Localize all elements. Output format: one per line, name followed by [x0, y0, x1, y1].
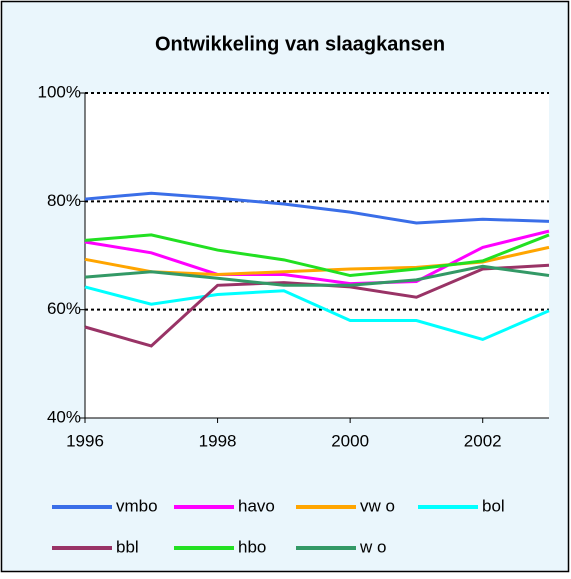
x-tick-label: 2002: [464, 431, 502, 450]
series-line: [84, 191, 550, 225]
plot-area: [85, 93, 549, 418]
legend-label: havo: [238, 496, 275, 515]
x-tick-label: 2000: [331, 431, 369, 450]
legend-label: bol: [482, 496, 505, 515]
series-line: [84, 264, 550, 287]
y-tick-label: 60%: [47, 299, 81, 318]
legend-label: hbo: [238, 537, 266, 556]
legend-label: w o: [359, 537, 386, 556]
y-tick-label: 80%: [47, 191, 81, 210]
legend-label: bbl: [116, 537, 139, 556]
legend-label: vmbo: [116, 496, 158, 515]
legend-label: vw o: [360, 496, 395, 515]
series-line: [84, 229, 550, 286]
chart-title: Ontwikkeling van slaagkansen: [155, 33, 445, 55]
series-line: [84, 233, 550, 278]
y-tick-label: 40%: [47, 407, 81, 426]
series-line: [84, 285, 550, 342]
x-tick-label: 1998: [199, 431, 237, 450]
x-tick-label: 1996: [66, 431, 104, 450]
y-tick-label: 100%: [38, 82, 81, 101]
